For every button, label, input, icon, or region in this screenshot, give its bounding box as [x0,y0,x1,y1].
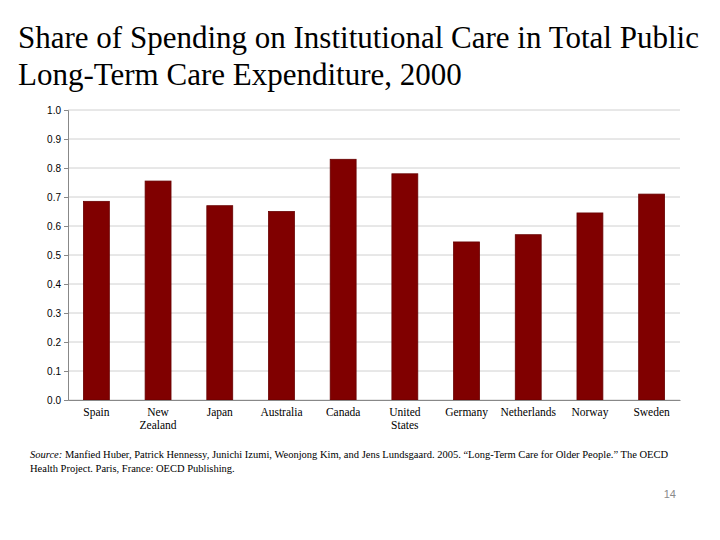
y-tick: 0.3 [47,308,68,319]
bars [83,159,664,400]
x-tick: NewZealand [140,400,177,431]
x-tick: Germany [445,400,488,419]
x-tick: UnitedStates [389,400,421,431]
x-axis-line [69,400,681,401]
x-tick-label: NewZealand [140,406,177,431]
y-tick-label: 0.6 [47,221,61,232]
page-number: 14 [664,488,676,500]
x-tick-label: Netherlands [500,406,556,418]
y-tick-mark [64,110,68,111]
y-tick-mark [64,255,68,256]
x-tick-label: Spain [83,406,109,419]
y-tick: 0.5 [47,250,68,261]
x-tick: Norway [571,400,608,419]
title: Share of Spending on Institutional Care … [18,20,699,92]
bar [83,201,109,400]
x-tick-label: Germany [445,406,488,419]
y-axis: 0.0 0.1 0.2 0.3 0.4 0.5 0.6 0.7 0.8 0.9 1.0 [47,105,68,406]
x-tick-label: Canada [326,406,360,418]
y-tick: 0.4 [47,279,68,290]
grid-line [68,110,680,111]
bar [515,235,541,400]
y-tick: 0.0 [47,395,68,406]
y-tick-mark [64,284,68,285]
y-tick: 0.1 [47,366,68,377]
x-tick: Australia [260,400,302,418]
y-tick-label: 0.7 [47,192,61,203]
x-tick: Japan [207,400,233,419]
x-tick-label: Australia [260,406,302,418]
bar [577,213,603,400]
y-tick-label: 0.8 [47,163,61,174]
y-tick-mark [64,168,68,169]
bar [330,159,356,400]
y-tick-mark [64,371,68,372]
grid-line [68,139,680,140]
y-tick: 0.7 [47,192,68,203]
chart: Share of Spending on Institutional Care … [0,0,720,540]
y-tick-mark [64,313,68,314]
bar [269,212,295,401]
x-tick: Netherlands [500,400,556,418]
source: Source: Manfied Huber, Patrick Hennessy,… [30,449,668,474]
y-tick: 0.9 [47,134,68,145]
y-tick: 0.2 [47,337,68,348]
y-tick-mark [64,342,68,343]
bar [392,174,418,400]
y-tick-mark [64,226,68,227]
x-tick: Canada [326,400,360,418]
x-tick: Spain [83,400,109,419]
y-tick-label: 0.4 [47,279,61,290]
bar [145,181,171,400]
y-tick-mark [64,139,68,140]
grid-line [68,168,680,169]
y-tick-label: 0.0 [47,395,61,406]
x-tick-label: Norway [571,406,608,419]
y-axis-line [64,111,69,401]
grid [68,110,680,400]
y-tick-label: 1.0 [47,105,61,116]
y-tick-label: 0.5 [47,250,61,261]
source-text: Manfied Huber, Patrick Hennessy, Junichi… [62,449,668,460]
x-tick-label: UnitedStates [389,406,421,431]
bar [639,194,665,400]
bar [207,206,233,400]
y-tick-label: 0.2 [47,337,61,348]
y-tick-mark [64,197,68,198]
x-axis: Spain NewZealand Japan Australia Canada Unite… [69,400,681,431]
y-tick-label: 0.9 [47,134,61,145]
source-label: Source: [30,449,62,460]
y-tick: 1.0 [47,105,68,116]
y-tick: 0.6 [47,221,68,232]
x-tick: Sweden [633,400,670,418]
y-tick-mark [64,400,68,401]
y-tick-label: 0.1 [47,366,61,377]
source-text: Health Project. Paris, France: OECD Publ… [30,463,235,474]
x-tick-label: Japan [207,406,233,419]
y-tick-label: 0.3 [47,308,61,319]
y-tick: 0.8 [47,163,68,174]
x-tick-label: Sweden [633,406,670,418]
bar [454,242,480,400]
